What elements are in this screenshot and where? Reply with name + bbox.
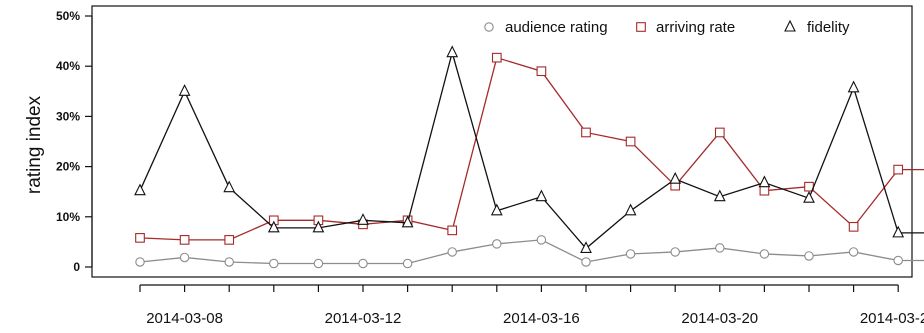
data-point bbox=[401, 215, 414, 228]
series-line bbox=[139, 50, 924, 250]
legend-label: arriving rate bbox=[656, 19, 735, 36]
legend-label: fidelity bbox=[807, 19, 850, 36]
data-point bbox=[893, 255, 903, 266]
data-point bbox=[713, 189, 726, 202]
y-tick-label: 50% bbox=[56, 9, 80, 23]
data-point bbox=[803, 190, 815, 203]
data-point bbox=[848, 221, 859, 232]
y-tick-label: 10% bbox=[56, 210, 80, 224]
data-point bbox=[893, 164, 904, 175]
y-tick-label: 20% bbox=[56, 160, 80, 174]
data-point bbox=[536, 66, 547, 77]
data-point bbox=[581, 257, 591, 267]
x-tick-label: 2014-03-12 bbox=[325, 310, 402, 327]
data-point bbox=[269, 258, 279, 269]
data-point bbox=[267, 220, 280, 233]
data-point bbox=[135, 233, 145, 243]
legend-marker bbox=[636, 22, 646, 32]
y-tick-label: 40% bbox=[56, 59, 80, 73]
data-point bbox=[402, 258, 413, 269]
data-point bbox=[135, 257, 145, 267]
legend-item: audience rating bbox=[484, 19, 608, 36]
data-point bbox=[447, 247, 457, 257]
data-point bbox=[179, 235, 190, 245]
data-point bbox=[848, 247, 859, 257]
data-point bbox=[134, 183, 146, 196]
data-point bbox=[581, 127, 591, 138]
data-point bbox=[179, 252, 190, 263]
legend: audience rating arriving rate fidelity bbox=[484, 19, 850, 36]
data-point bbox=[804, 251, 814, 261]
data-point bbox=[491, 52, 502, 63]
data-point bbox=[224, 235, 235, 245]
data-point bbox=[580, 241, 592, 253]
data-point bbox=[178, 84, 191, 96]
data-point bbox=[312, 220, 325, 233]
legend-marker bbox=[484, 22, 494, 32]
legend-label: audience rating bbox=[505, 19, 608, 36]
data-point bbox=[357, 213, 369, 225]
x-axis: 2014-03-08 2014-03-12 2014-03-16 2014-03-20… bbox=[139, 284, 924, 327]
data-point bbox=[892, 225, 905, 238]
plot-frame bbox=[91, 5, 913, 278]
data-point bbox=[224, 257, 234, 267]
data-point bbox=[847, 80, 860, 93]
legend-item: arriving rate bbox=[636, 19, 735, 36]
legend-item: fidelity bbox=[784, 19, 850, 36]
data-point bbox=[715, 243, 725, 253]
x-tick-label: 2014-03-08 bbox=[146, 310, 223, 327]
x-tick-label: 2014-03-24 bbox=[860, 310, 924, 327]
data-point bbox=[447, 225, 458, 236]
data-point bbox=[670, 247, 680, 257]
legend-marker bbox=[784, 19, 796, 32]
data-point bbox=[625, 249, 636, 259]
data-point bbox=[669, 171, 682, 184]
y-axis: 0 10% 20% 30% 40% 50% bbox=[56, 9, 93, 274]
data-point bbox=[625, 136, 636, 147]
series-audience-rating bbox=[135, 235, 924, 269]
x-tick-label: 2014-03-16 bbox=[503, 310, 580, 327]
series-arriving-rate bbox=[135, 52, 924, 245]
y-tick-label: 30% bbox=[56, 109, 80, 123]
data-point bbox=[358, 258, 368, 269]
data-point bbox=[624, 203, 637, 216]
data-point bbox=[313, 258, 324, 269]
data-point bbox=[492, 239, 502, 249]
y-tick-label: 0 bbox=[73, 260, 80, 274]
data-point bbox=[759, 249, 770, 259]
data-point bbox=[758, 175, 771, 188]
x-tick-label: 2014-03-20 bbox=[681, 310, 758, 327]
data-point bbox=[536, 235, 547, 245]
series-layer bbox=[134, 45, 924, 269]
data-point bbox=[223, 180, 236, 193]
data-point bbox=[714, 127, 725, 138]
data-point bbox=[490, 203, 503, 216]
data-point bbox=[759, 185, 770, 196]
y-axis-label: rating index bbox=[24, 95, 45, 194]
series-line bbox=[139, 239, 924, 265]
series-fidelity bbox=[134, 45, 924, 253]
data-point bbox=[535, 189, 548, 202]
data-point bbox=[446, 45, 459, 58]
